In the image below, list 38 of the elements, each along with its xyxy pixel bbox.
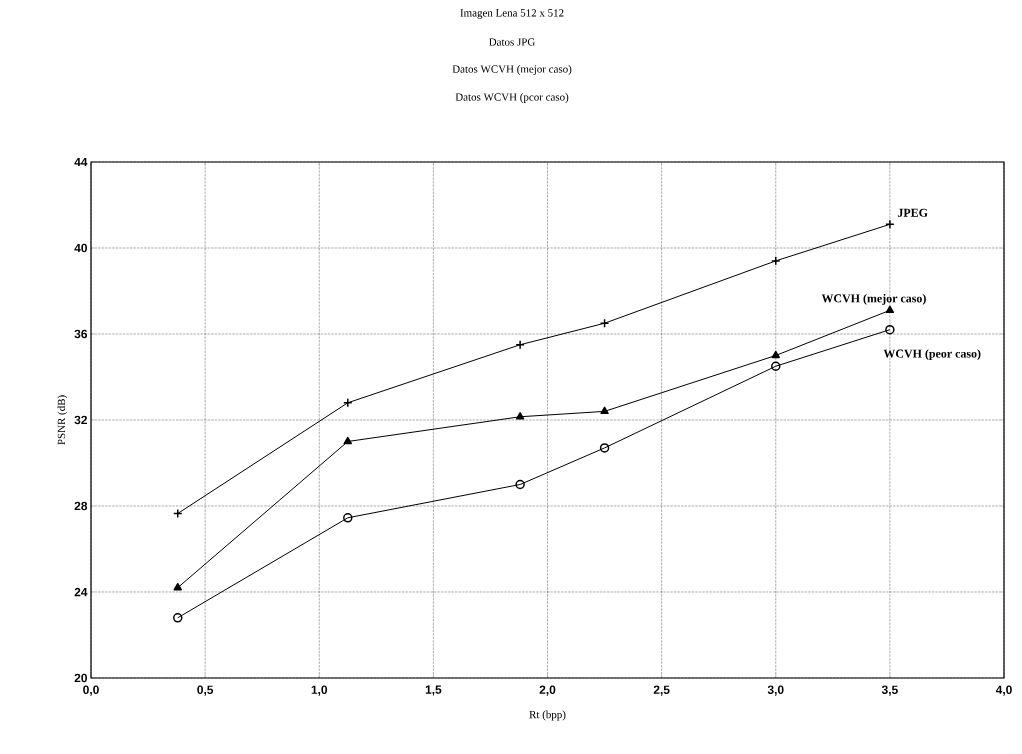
y-tick-label: 40 [74, 243, 87, 253]
x-tick-label: 1,5 [425, 685, 442, 696]
series-label: JPEG [897, 208, 928, 217]
chart-title: Imagen Lena 512 x 512 [460, 9, 564, 19]
point [885, 324, 895, 335]
x-tick-label: 2,0 [539, 685, 556, 696]
x-tick-label: 0,0 [83, 685, 99, 696]
y-tick-label: 20 [74, 673, 87, 683]
y-axis-title: PSNR (dB) [57, 395, 68, 445]
text: Datos WCVH (mejor caso) [452, 65, 572, 75]
text: Datos WCVH (pcor caso) [455, 93, 569, 103]
x-tick-label: 3,0 [767, 685, 784, 696]
y-tick-label: 24 [74, 587, 88, 597]
point [515, 412, 525, 420]
point [771, 361, 781, 371]
point [600, 406, 609, 415]
point [599, 318, 610, 328]
x-axis-title: Rt (bpp) [529, 710, 566, 721]
y-tick-label: 36 [74, 329, 88, 339]
point [173, 582, 182, 591]
x-tick-label: 4,0 [995, 685, 1012, 696]
y-tick-label: 28 [74, 501, 88, 511]
point [771, 350, 780, 359]
point [173, 613, 183, 623]
series-label: WCVH (peor caso) [883, 349, 981, 361]
x-tick-label: 0,5 [197, 685, 214, 696]
text: Datos JPG [489, 38, 535, 46]
x-tick-label: 1,0 [311, 685, 328, 696]
x-tick-label: 3,5 [881, 685, 898, 696]
series-label: WCVH (mejor caso) [821, 293, 926, 305]
point [599, 443, 610, 453]
y-tick-label: 32 [74, 415, 88, 425]
point [343, 436, 352, 445]
y-tick-label: 44 [74, 157, 88, 167]
point [515, 479, 525, 490]
x-tick-label: 2,5 [653, 685, 670, 696]
point [343, 513, 353, 523]
point [885, 305, 895, 314]
